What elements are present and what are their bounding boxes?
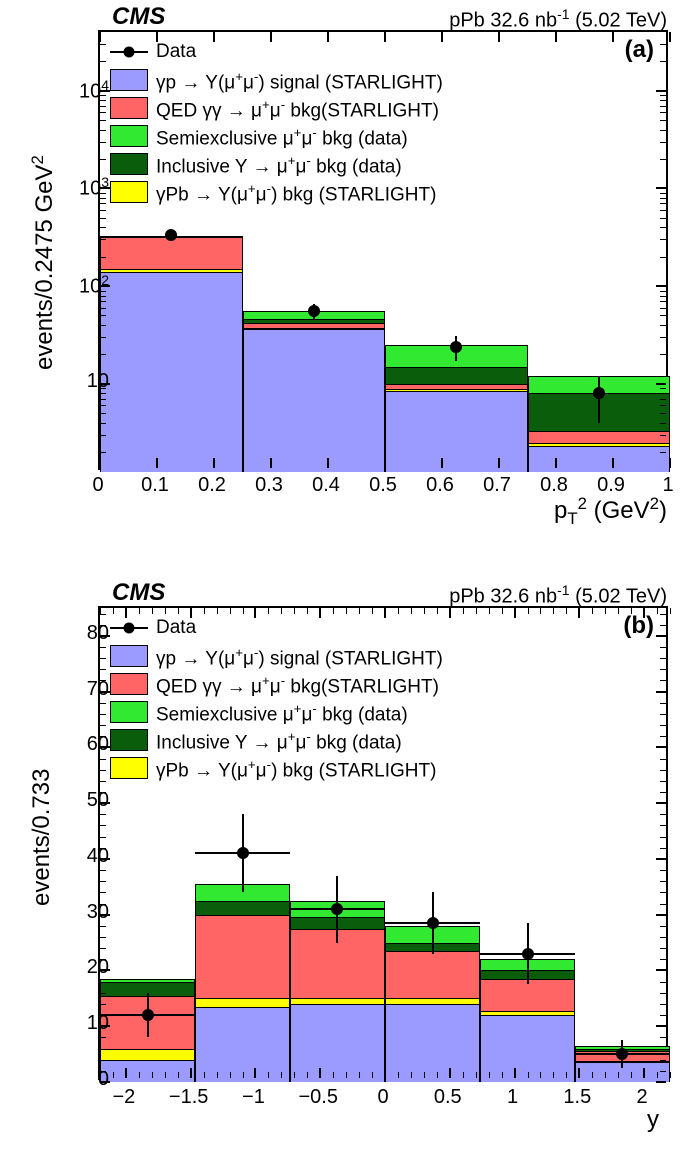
- legend-row: QED γγ → μ+μ- bkg(STARLIGHT): [110, 94, 443, 121]
- experiment-label: CMS: [112, 3, 165, 31]
- panel-label-b: (b): [623, 612, 654, 640]
- luminosity-label-b: pPb 32.6 nb-1 (5.02 TeV): [449, 582, 667, 609]
- hist-segment: [385, 391, 528, 472]
- y-tick-label: 70: [87, 678, 109, 701]
- legend-row: γPb → Y(μ+μ-) bkg (STARLIGHT): [110, 754, 443, 781]
- plot-frame-b: (b) Dataγp → Y(μ+μ-) signal (STARLIGHT)Q…: [98, 606, 668, 1080]
- legend-swatch-icon: [110, 673, 148, 695]
- hist-segment: [385, 1004, 480, 1082]
- legend-swatch-icon: [110, 97, 148, 119]
- hist-segment: [100, 1049, 195, 1060]
- y-tick-label: 104: [79, 77, 109, 104]
- hist-segment: [195, 901, 290, 915]
- y-tick-label: 50: [87, 789, 109, 812]
- legend-row: Semiexclusive μ+μ- bkg (data): [110, 698, 443, 725]
- x-tick-label: 0.4: [312, 474, 340, 497]
- legend-row: Data: [110, 38, 443, 65]
- legend-row: Inclusive Y → μ+μ- bkg (data): [110, 150, 443, 177]
- x-tick-label: 1: [662, 474, 673, 497]
- x-tick-label: −2: [113, 1086, 136, 1109]
- legend-swatch-icon: [110, 701, 148, 723]
- y-tick-label: 80: [87, 622, 109, 645]
- legend-swatch-icon: [110, 729, 148, 751]
- legend-row: Data: [110, 614, 443, 641]
- x-tick-label: 1: [507, 1086, 518, 1109]
- legend-row: QED γγ → μ+μ- bkg(STARLIGHT): [110, 670, 443, 697]
- legend-a: Dataγp → Y(μ+μ-) signal (STARLIGHT)QED γ…: [110, 38, 443, 206]
- y-tick-label: 60: [87, 733, 109, 756]
- x-tick-label: 0.7: [483, 474, 511, 497]
- data-marker-icon: [110, 617, 148, 639]
- x-tick-label: 0.5: [369, 474, 397, 497]
- legend-swatch-icon: [110, 757, 148, 779]
- hist-segment: [100, 1060, 195, 1082]
- y-tick-label: 30: [87, 901, 109, 924]
- y-tick-label: 10: [87, 370, 109, 393]
- x-tick-label: −1.5: [169, 1086, 208, 1109]
- x-tick-label: −0.5: [298, 1086, 337, 1109]
- legend-swatch-icon: [110, 125, 148, 147]
- x-tick-label: −1: [242, 1086, 265, 1109]
- legend-b: Dataγp → Y(μ+μ-) signal (STARLIGHT)QED γ…: [110, 614, 443, 782]
- hist-segment: [195, 1007, 290, 1082]
- legend-row: Semiexclusive μ+μ- bkg (data): [110, 122, 443, 149]
- luminosity-label: pPb 32.6 nb-1 (5.02 TeV): [449, 6, 667, 33]
- x-tick-label: 0.6: [426, 474, 454, 497]
- hist-segment: [385, 367, 528, 384]
- y-tick-label: 0: [98, 1068, 109, 1091]
- experiment-label-b: CMS: [112, 579, 165, 607]
- y-tick-label: 102: [79, 272, 109, 299]
- legend-label: γPb → Y(μ+μ-) bkg (STARLIGHT): [156, 751, 436, 784]
- x-axis-label-b: y: [647, 1106, 659, 1134]
- hist-segment: [385, 951, 480, 998]
- panel-b: CMS pPb 32.6 nb-1 (5.02 TeV) events/0.73…: [0, 576, 685, 1153]
- legend-label: Data: [156, 38, 196, 65]
- legend-row: Inclusive Y → μ+μ- bkg (data): [110, 726, 443, 753]
- plot-frame-a: (a) Dataγp → Y(μ+μ-) signal (STARLIGHT)Q…: [98, 30, 668, 470]
- x-axis-label-a: pT2 (GeV2): [554, 494, 667, 529]
- legend-swatch-icon: [110, 153, 148, 175]
- y-axis-label-a: events/0.2475 GeV2: [28, 155, 59, 370]
- x-tick-label: 1.5: [563, 1086, 591, 1109]
- x-tick-label: 0.5: [434, 1086, 462, 1109]
- hist-segment: [243, 329, 386, 472]
- y-tick-label: 40: [87, 845, 109, 868]
- y-tick-label: 20: [87, 956, 109, 979]
- hist-segment: [100, 237, 243, 269]
- legend-row: γp → Y(μ+μ-) signal (STARLIGHT): [110, 642, 443, 669]
- hist-segment: [528, 431, 671, 443]
- y-tick-label: 103: [79, 174, 109, 201]
- hist-segment: [290, 1004, 385, 1082]
- x-tick-label: 0.2: [198, 474, 226, 497]
- hist-segment: [195, 915, 290, 999]
- y-tick-label: 10: [87, 1012, 109, 1035]
- data-marker-icon: [110, 41, 148, 63]
- legend-swatch-icon: [110, 645, 148, 667]
- x-tick-label: 0.8: [540, 474, 568, 497]
- x-tick-label: 0.1: [141, 474, 169, 497]
- legend-label: Data: [156, 614, 196, 641]
- x-tick-label: 2: [637, 1086, 648, 1109]
- legend-row: γPb → Y(μ+μ-) bkg (STARLIGHT): [110, 178, 443, 205]
- figure-root: CMS pPb 32.6 nb-1 (5.02 TeV) events/0.24…: [0, 0, 685, 1153]
- x-tick-label: 0.9: [597, 474, 625, 497]
- hist-segment: [195, 998, 290, 1006]
- hist-segment: [528, 446, 671, 472]
- x-tick-label: 0: [92, 474, 103, 497]
- panel-a: CMS pPb 32.6 nb-1 (5.02 TeV) events/0.24…: [0, 0, 685, 540]
- x-tick-label: 0.3: [255, 474, 283, 497]
- panel-label-a: (a): [625, 36, 654, 64]
- legend-row: γp → Y(μ+μ-) signal (STARLIGHT): [110, 66, 443, 93]
- legend-swatch-icon: [110, 69, 148, 91]
- legend-label: γPb → Y(μ+μ-) bkg (STARLIGHT): [156, 175, 436, 208]
- y-axis-label-b: events/0.733: [28, 769, 56, 906]
- legend-swatch-icon: [110, 181, 148, 203]
- hist-segment: [100, 272, 243, 472]
- x-tick-label: 0: [377, 1086, 388, 1109]
